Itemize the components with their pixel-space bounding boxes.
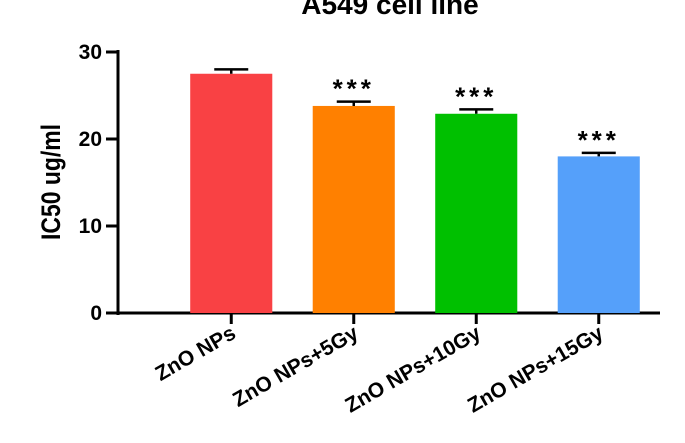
y-axis-label: IC50 ug/ml xyxy=(36,124,66,240)
bar xyxy=(557,156,640,313)
significance-label: *** xyxy=(333,74,375,104)
y-tick-label: 10 xyxy=(79,215,102,238)
bar xyxy=(190,73,273,313)
x-tick-label: ZnO NPs+15Gy xyxy=(464,321,608,417)
significance-label: *** xyxy=(455,81,497,111)
x-tick-label: ZnO NPs xyxy=(151,321,239,385)
bar xyxy=(312,105,395,313)
error-bar xyxy=(336,100,371,106)
y-tick-label: 20 xyxy=(79,128,102,151)
y-tick-label: 0 xyxy=(90,302,102,325)
error-bar xyxy=(459,108,494,114)
bar xyxy=(435,113,518,314)
significance-label: *** xyxy=(578,125,620,155)
error-bar xyxy=(581,151,616,157)
y-tick-label: 30 xyxy=(79,41,102,64)
error-bar xyxy=(214,68,249,74)
x-tick-label: ZnO NPs+10Gy xyxy=(341,321,485,417)
chart-title: A549 cell line xyxy=(301,0,478,20)
